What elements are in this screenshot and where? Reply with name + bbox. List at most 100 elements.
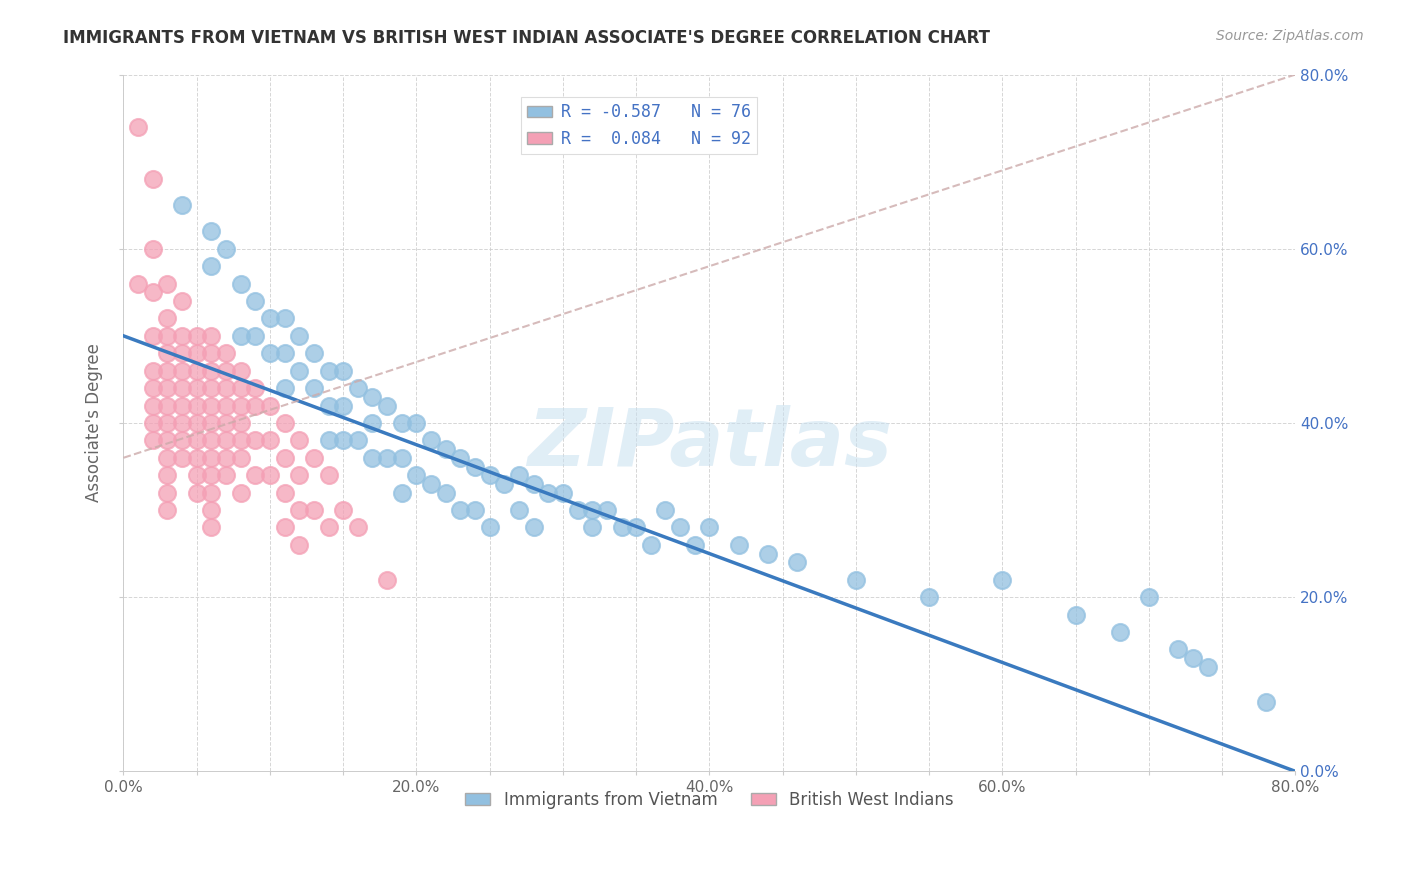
Point bbox=[142, 172, 165, 186]
Point bbox=[142, 285, 165, 300]
Point bbox=[200, 485, 222, 500]
Point bbox=[464, 459, 486, 474]
Point bbox=[523, 520, 546, 534]
Point bbox=[288, 329, 311, 343]
Point bbox=[229, 277, 252, 291]
Point bbox=[273, 450, 295, 465]
Point bbox=[699, 520, 721, 534]
Point bbox=[375, 573, 398, 587]
Point bbox=[375, 399, 398, 413]
Point bbox=[302, 381, 325, 395]
Point bbox=[318, 434, 340, 448]
Point bbox=[156, 364, 179, 378]
Point bbox=[186, 364, 208, 378]
Point bbox=[215, 434, 238, 448]
Point bbox=[288, 434, 311, 448]
Legend: Immigrants from Vietnam, British West Indians: Immigrants from Vietnam, British West In… bbox=[458, 784, 960, 815]
Point bbox=[170, 293, 193, 308]
Point bbox=[170, 399, 193, 413]
Point bbox=[156, 381, 179, 395]
Point bbox=[683, 538, 706, 552]
Text: Source: ZipAtlas.com: Source: ZipAtlas.com bbox=[1216, 29, 1364, 43]
Point bbox=[170, 434, 193, 448]
Point bbox=[156, 485, 179, 500]
Point bbox=[200, 364, 222, 378]
Point bbox=[288, 538, 311, 552]
Point bbox=[1181, 651, 1204, 665]
Point bbox=[229, 485, 252, 500]
Point bbox=[156, 503, 179, 517]
Point bbox=[186, 450, 208, 465]
Point bbox=[1197, 660, 1219, 674]
Point bbox=[156, 434, 179, 448]
Point bbox=[245, 381, 267, 395]
Point bbox=[361, 450, 384, 465]
Point bbox=[186, 399, 208, 413]
Point bbox=[508, 503, 530, 517]
Point bbox=[273, 311, 295, 326]
Point bbox=[200, 399, 222, 413]
Point bbox=[142, 364, 165, 378]
Point bbox=[332, 399, 354, 413]
Point bbox=[170, 329, 193, 343]
Point bbox=[318, 520, 340, 534]
Point bbox=[186, 416, 208, 430]
Point bbox=[156, 416, 179, 430]
Point bbox=[229, 364, 252, 378]
Point bbox=[200, 381, 222, 395]
Point bbox=[318, 364, 340, 378]
Point bbox=[142, 242, 165, 256]
Point bbox=[624, 520, 647, 534]
Point bbox=[273, 416, 295, 430]
Point bbox=[596, 503, 619, 517]
Point bbox=[259, 311, 281, 326]
Point bbox=[361, 416, 384, 430]
Point bbox=[1167, 642, 1189, 657]
Point bbox=[156, 277, 179, 291]
Point bbox=[245, 293, 267, 308]
Point bbox=[215, 468, 238, 483]
Point bbox=[391, 416, 413, 430]
Point bbox=[391, 485, 413, 500]
Point bbox=[259, 468, 281, 483]
Point bbox=[494, 477, 516, 491]
Point bbox=[756, 547, 779, 561]
Point bbox=[259, 399, 281, 413]
Text: IMMIGRANTS FROM VIETNAM VS BRITISH WEST INDIAN ASSOCIATE'S DEGREE CORRELATION CH: IMMIGRANTS FROM VIETNAM VS BRITISH WEST … bbox=[63, 29, 990, 46]
Point bbox=[391, 450, 413, 465]
Point bbox=[229, 381, 252, 395]
Point bbox=[551, 485, 574, 500]
Point bbox=[186, 468, 208, 483]
Point bbox=[229, 416, 252, 430]
Point bbox=[288, 468, 311, 483]
Point bbox=[229, 434, 252, 448]
Point bbox=[200, 503, 222, 517]
Point bbox=[1137, 590, 1160, 604]
Point bbox=[318, 399, 340, 413]
Point bbox=[200, 450, 222, 465]
Point bbox=[200, 520, 222, 534]
Point bbox=[318, 468, 340, 483]
Point bbox=[259, 434, 281, 448]
Point bbox=[170, 381, 193, 395]
Point bbox=[170, 198, 193, 212]
Point bbox=[288, 364, 311, 378]
Point bbox=[200, 224, 222, 238]
Point bbox=[215, 450, 238, 465]
Point bbox=[170, 416, 193, 430]
Point bbox=[186, 346, 208, 360]
Point bbox=[288, 503, 311, 517]
Point bbox=[302, 450, 325, 465]
Point bbox=[347, 434, 370, 448]
Point bbox=[302, 346, 325, 360]
Point bbox=[420, 434, 443, 448]
Y-axis label: Associate's Degree: Associate's Degree bbox=[86, 343, 103, 502]
Point bbox=[186, 485, 208, 500]
Point bbox=[273, 520, 295, 534]
Point bbox=[142, 329, 165, 343]
Point bbox=[156, 399, 179, 413]
Point bbox=[200, 416, 222, 430]
Point bbox=[918, 590, 941, 604]
Point bbox=[405, 468, 427, 483]
Point bbox=[786, 555, 808, 569]
